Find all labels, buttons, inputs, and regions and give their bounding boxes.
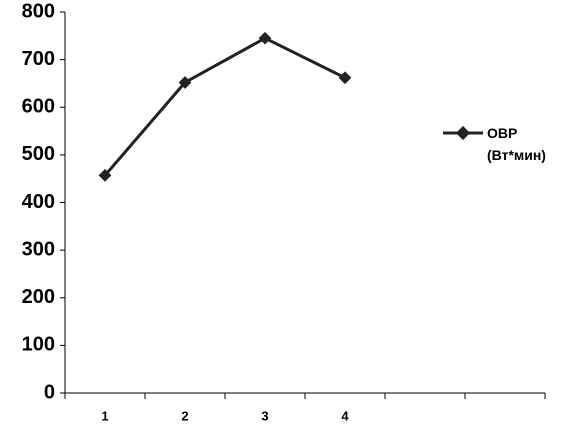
legend-marker — [455, 125, 471, 141]
y-tick-label: 700 — [22, 48, 55, 70]
x-tick-label: 3 — [261, 408, 268, 423]
y-tick-label: 300 — [22, 238, 55, 260]
y-tick-label: 200 — [22, 286, 55, 308]
x-tick-label: 4 — [341, 408, 349, 423]
y-tick-label: 0 — [44, 381, 55, 403]
y-tick-label: 100 — [22, 334, 55, 356]
series-line — [103, 36, 346, 177]
point — [258, 31, 272, 45]
point — [98, 168, 112, 182]
legend-label: ОВР (Вт*мин) — [487, 125, 546, 163]
point — [338, 71, 352, 85]
legend-swatch — [443, 125, 483, 141]
y-tick-label: 800 — [22, 0, 55, 22]
legend: ОВР (Вт*мин) — [443, 122, 567, 166]
point — [178, 76, 192, 89]
y-tick-label: 400 — [22, 191, 55, 213]
y-tick-label: 600 — [22, 96, 55, 118]
x-tick-label: 1 — [101, 408, 108, 423]
y-tick-label: 500 — [22, 143, 55, 165]
x-tick-label: 2 — [181, 408, 188, 423]
